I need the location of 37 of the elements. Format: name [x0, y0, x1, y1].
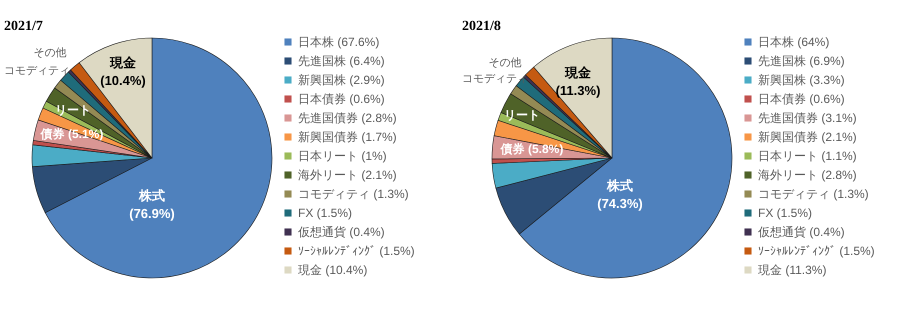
legend-label: 海外リート (2.8%): [758, 168, 857, 182]
chart-title: 2021/8: [462, 19, 501, 34]
chart-title: 2021/7: [4, 19, 43, 34]
legend-label: 海外リート (2.1%): [298, 168, 397, 182]
legend-label: 先進国債券 (3.1%): [758, 111, 857, 125]
legend-label: 日本リート (1%): [298, 149, 387, 163]
legend-label: 日本株 (67.6%): [298, 35, 380, 49]
text: その他: [34, 47, 66, 59]
text: 債券 (5.8%): [500, 142, 564, 156]
text: 現金 (11.3%): [556, 65, 600, 98]
legend-label: ｿｰｼｬﾙﾚﾝﾃﾞｨﾝｸﾞ (1.5%): [758, 244, 875, 258]
legend-label: 仮想通貨 (0.4%): [297, 225, 385, 239]
text: 株式 (74.3%): [597, 178, 643, 211]
legend-label: 先進国株 (6.4%): [298, 54, 385, 68]
legend-label: 新興国債券 (2.1%): [758, 130, 857, 144]
legend-label: 日本リート (1.1%): [758, 149, 857, 163]
legend-label: 現金 (11.3%): [758, 263, 826, 277]
legend-label: 日本債券 (0.6%): [298, 92, 385, 106]
text: 株式 (76.9%): [129, 188, 175, 221]
legend-label: 日本債券 (0.6%): [758, 92, 845, 106]
text: リート: [504, 108, 540, 122]
legend-label: ｿｰｼｬﾙﾚﾝﾃﾞｨﾝｸﾞ (1.5%): [298, 244, 415, 258]
legend-label: コモディティ (1.3%): [298, 187, 409, 201]
legend-label: 先進国株 (6.9%): [758, 54, 845, 68]
legend-label: 新興国債券 (1.7%): [298, 130, 397, 144]
text: その他: [488, 57, 522, 69]
legend-label: FX (1.5%): [758, 206, 812, 220]
legend-label: 新興国株 (3.3%): [758, 73, 845, 87]
legend-label: 日本株 (64%): [758, 35, 830, 49]
legend-label: コモディティ (1.3%): [758, 187, 869, 201]
legend-label: FX (1.5%): [298, 206, 352, 220]
text: コモディティ: [4, 65, 70, 77]
legend-label: 現金 (10.4%): [298, 263, 368, 277]
legend-label: 新興国株 (2.9%): [298, 73, 385, 87]
legend-label: 仮想通貨 (0.4%): [757, 225, 845, 239]
text: 現金 (10.4%): [100, 55, 146, 88]
legend-label: 先進国債券 (2.8%): [298, 111, 397, 125]
